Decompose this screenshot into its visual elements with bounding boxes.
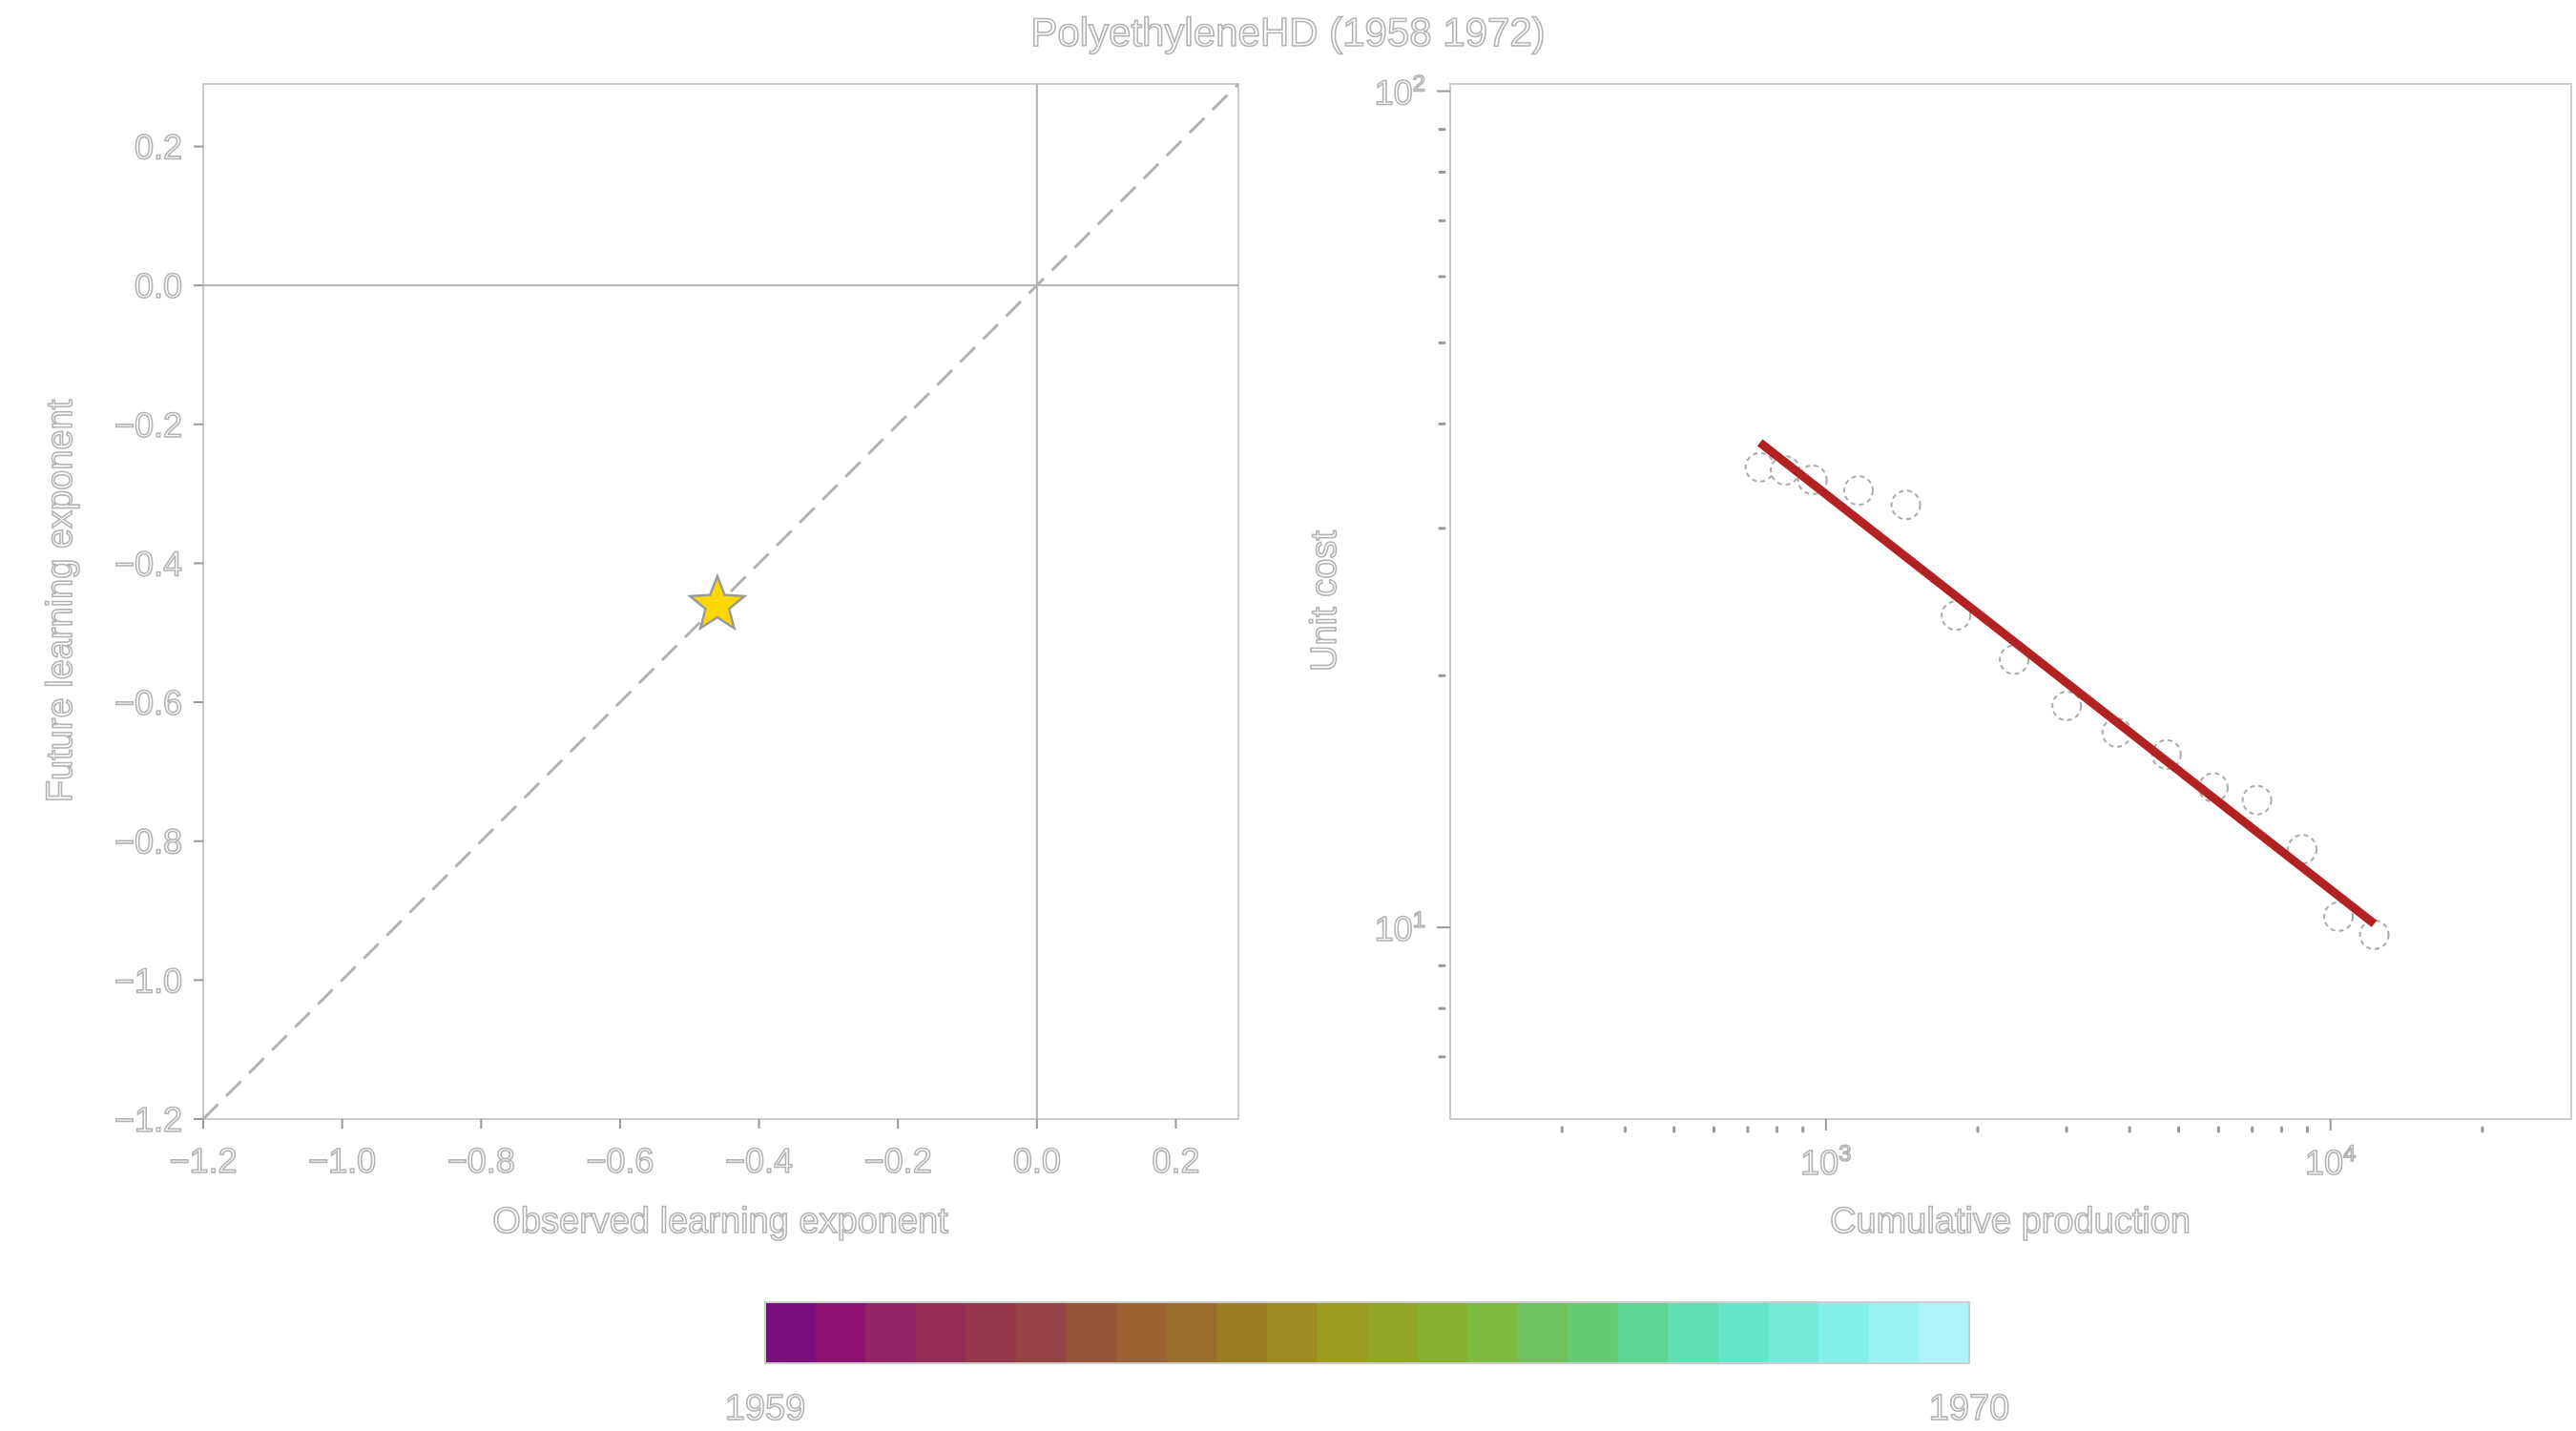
tick-base: 10 bbox=[1375, 73, 1413, 113]
colorbar-segment bbox=[1266, 1302, 1319, 1363]
star-point bbox=[687, 572, 748, 632]
colorbar-segment bbox=[1668, 1302, 1719, 1363]
left-x-ticks: −1.2 −1.0 −0.8 −0.6 −0.4 −0.2 0.0 0.2 bbox=[169, 1119, 1200, 1181]
left-y-tick-label: −0.2 bbox=[114, 405, 182, 445]
colorbar-segment bbox=[966, 1302, 1017, 1363]
right-x-ticks: 103 104 bbox=[1560, 1119, 2484, 1183]
figure-title: PolyethyleneHD (1958 1972) bbox=[1030, 10, 1545, 54]
tick-exponent: 2 bbox=[1413, 72, 1425, 97]
left-x-tick-label: −0.2 bbox=[864, 1141, 932, 1180]
colorbar-segment bbox=[1568, 1302, 1619, 1363]
colorbar-segment bbox=[1367, 1302, 1419, 1363]
colorbar-segment bbox=[1718, 1302, 1770, 1363]
tick-exponent: 1 bbox=[1413, 907, 1425, 933]
data-point bbox=[2241, 784, 2273, 816]
exponent-comparison-plot: −1.2 −1.0 −0.8 −0.6 −0.4 −0.2 0.0 0.2 −1.2−1.0−… bbox=[39, 82, 1240, 1242]
right-x-axis-label: Cumulative production bbox=[1830, 1201, 2191, 1241]
left-y-ticks: −1.2 −1.0 −0.8 −0.6 −0.4 −0.2 0.0 0.2 bbox=[114, 127, 203, 1140]
right-y-tick-label: 101 bbox=[1375, 907, 1425, 948]
left-y-axis-label: Future learning exponent bbox=[40, 399, 80, 802]
colorbar-frame bbox=[764, 1301, 1970, 1364]
colorbar-segment bbox=[865, 1302, 917, 1363]
left-y-tick-label: −1.0 bbox=[114, 961, 182, 1000]
colorbar-segment bbox=[815, 1302, 866, 1363]
right-y-axis-label: Unit cost bbox=[1304, 530, 1344, 672]
colorbar-gradient bbox=[765, 1302, 1970, 1363]
left-y-tick-label: −1.2 bbox=[114, 1100, 182, 1139]
right-x-tick-label: 104 bbox=[2305, 1141, 2356, 1182]
left-x-tick-label: 0.0 bbox=[1013, 1141, 1061, 1180]
left-zero-lines bbox=[203, 84, 1238, 1119]
tick-base: 10 bbox=[1375, 909, 1413, 948]
colorbar-segment bbox=[1417, 1302, 1468, 1363]
right-x-tick-label: 103 bbox=[1800, 1141, 1851, 1182]
colorbar-segment bbox=[1216, 1302, 1268, 1363]
colorbar-segment bbox=[1467, 1302, 1519, 1363]
colorbar-segment bbox=[1617, 1302, 1670, 1363]
colorbar-segment bbox=[1015, 1302, 1068, 1363]
tick-exponent: 4 bbox=[2343, 1141, 2356, 1167]
data-point bbox=[2323, 901, 2355, 932]
left-x-axis-label: Observed learning exponent bbox=[492, 1201, 948, 1241]
colorbar-segment bbox=[765, 1302, 817, 1363]
colorbar-max-label: 1970 bbox=[1929, 1388, 2010, 1428]
left-x-tick-label: −1.0 bbox=[308, 1141, 376, 1180]
colorbar-segment bbox=[1768, 1302, 1819, 1363]
colorbar-segment bbox=[1317, 1302, 1368, 1363]
data-point bbox=[2358, 919, 2390, 950]
left-y-tick-label: 0.0 bbox=[135, 266, 182, 305]
data-point bbox=[2051, 690, 2083, 721]
right-marks bbox=[1744, 439, 2390, 950]
fit-line bbox=[1756, 439, 2378, 927]
colorbar-segment bbox=[1868, 1302, 1921, 1363]
left-x-tick-label: −0.6 bbox=[586, 1141, 654, 1180]
left-y-tick-label: −0.8 bbox=[114, 822, 182, 861]
tick-exponent: 3 bbox=[1839, 1141, 1851, 1167]
colorbar-segment bbox=[1116, 1302, 1168, 1363]
year-colorbar: 1959 1970 bbox=[724, 1301, 2010, 1429]
tick-base: 10 bbox=[1800, 1143, 1839, 1182]
data-point bbox=[1941, 600, 1972, 632]
left-x-tick-label: −0.8 bbox=[447, 1141, 515, 1180]
left-x-tick-label: −1.2 bbox=[169, 1141, 237, 1180]
data-point bbox=[1842, 475, 1874, 507]
colorbar-segment bbox=[1166, 1302, 1217, 1363]
colorbar-min-label: 1959 bbox=[725, 1388, 806, 1428]
left-x-tick-label: 0.2 bbox=[1152, 1141, 1199, 1180]
left-plot-frame bbox=[202, 83, 1239, 1120]
colorbar-segment bbox=[1919, 1302, 1970, 1363]
left-y-tick-label: −0.4 bbox=[114, 544, 182, 583]
left-marks bbox=[201, 82, 1240, 1121]
left-x-tick-label: −0.4 bbox=[725, 1141, 793, 1180]
colorbar-segment bbox=[1517, 1302, 1568, 1363]
colorbar-segment bbox=[1066, 1302, 1117, 1363]
colorbar-segment bbox=[1818, 1302, 1870, 1363]
data-point bbox=[1744, 451, 1776, 483]
left-y-tick-label: −0.6 bbox=[114, 683, 182, 722]
colorbar-segment bbox=[915, 1302, 966, 1363]
left-y-tick-label: 0.2 bbox=[135, 128, 182, 167]
right-plot-frame bbox=[1449, 83, 2572, 1120]
right-y-tick-label: 102 bbox=[1375, 72, 1425, 113]
tick-base: 10 bbox=[2305, 1143, 2343, 1182]
data-point bbox=[1890, 489, 1922, 521]
